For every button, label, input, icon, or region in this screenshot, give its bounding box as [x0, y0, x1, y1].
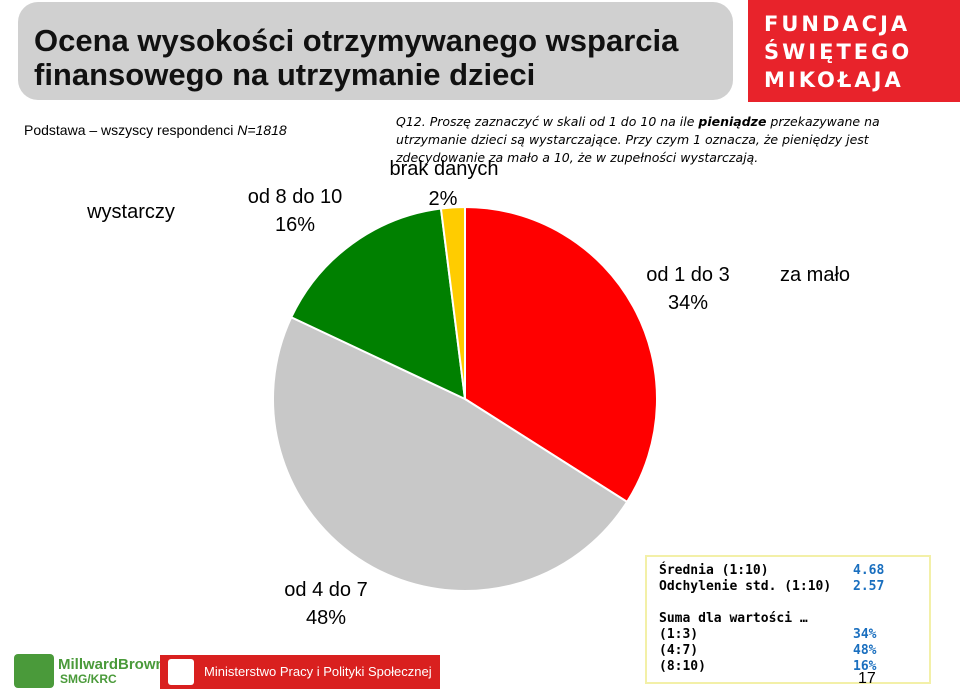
basis-prefix: Podstawa – wszyscy respondenci [24, 122, 238, 138]
stats-mean-label: Średnia (1:10) [659, 563, 769, 578]
stats-r1-value: 34% [853, 627, 877, 642]
millward-brown-name: MillwardBrown [58, 656, 165, 673]
slice-label-name-brak-danych: brak danych [389, 158, 499, 180]
stats-sd-value: 2.57 [853, 579, 885, 594]
slice-label-name-od-4-do-7: od 4 do 7 [284, 579, 368, 601]
stats-box: Średnia (1:10) 4.68 Odchylenie std. (1:1… [645, 555, 931, 684]
pie-slice-brak-danych [439, 205, 466, 400]
slice-label-value-od-1-do-3: 34% [667, 292, 709, 314]
eagle-emblem-icon [168, 659, 194, 685]
fsm-logo: FUNDACJA ŚWIĘTEGO MIKOŁAJA [748, 0, 960, 102]
stats-sd-label: Odchylenie std. (1:10) [659, 579, 832, 594]
stats-r3-value: 16% [853, 659, 877, 674]
question-part2: przekazywane na utrzymanie dzieci są wys… [396, 114, 880, 165]
stats-mean-value: 4.68 [853, 563, 885, 578]
page-title: Ocena wysokości otrzymywanego wsparcia f… [34, 23, 679, 92]
stats-r3-label: (8:10) [659, 659, 706, 674]
slice-label-value-od-8-do-10: 16% [274, 214, 316, 236]
slice-label-value-od-4-do-7: 48% [305, 607, 347, 629]
pie-slice-od-8-do-10 [289, 207, 467, 401]
fsm-logo-line2: ŚWIĘTEGO [764, 40, 913, 64]
slice-label-name-od-8-do-10: od 8 do 10 [247, 186, 343, 208]
pie-slices [272, 205, 658, 593]
page-number: 17 [858, 670, 876, 687]
group-label-left: wystarczy [87, 201, 175, 223]
question-bold: pieniądze [698, 114, 767, 129]
fsm-logo-line1: FUNDACJA [764, 12, 911, 36]
question-text: Q12. Proszę zaznaczyć w skali od 1 do 10… [396, 113, 936, 167]
title-box [18, 2, 733, 100]
fsm-logo-line3: MIKOŁAJA [764, 68, 904, 92]
millward-brown-sub: SMG/KRC [60, 672, 117, 686]
stats-r1-label: (1:3) [659, 627, 699, 642]
slice-label-value-brak-danych: 2% [428, 188, 458, 210]
basis-n: N=1818 [237, 122, 287, 138]
slice-label-name-od-1-do-3: od 1 do 3 [646, 264, 730, 286]
stats-sum-label: Suma dla wartości … [659, 611, 808, 626]
mpips-logo-text: Ministerstwo Pracy i Polityki Społecznej [204, 664, 432, 679]
group-label-right: za mało [779, 264, 851, 286]
basis-text: Podstawa – wszyscy respondenci N=1818 [24, 122, 287, 138]
millward-brown-emblem-icon [14, 654, 54, 688]
pie-slice-od-4-do-7 [272, 315, 629, 593]
pie-slice-od-1-do-3 [464, 205, 658, 504]
stats-r2-value: 48% [853, 643, 877, 658]
mpips-logo: Ministerstwo Pracy i Polityki Społecznej [160, 655, 440, 689]
stats-r2-label: (4:7) [659, 643, 699, 658]
question-part1: Q12. Proszę zaznaczyć w skali od 1 do 10… [396, 114, 699, 129]
millward-brown-logo: MillwardBrown SMG/KRC [14, 654, 165, 688]
